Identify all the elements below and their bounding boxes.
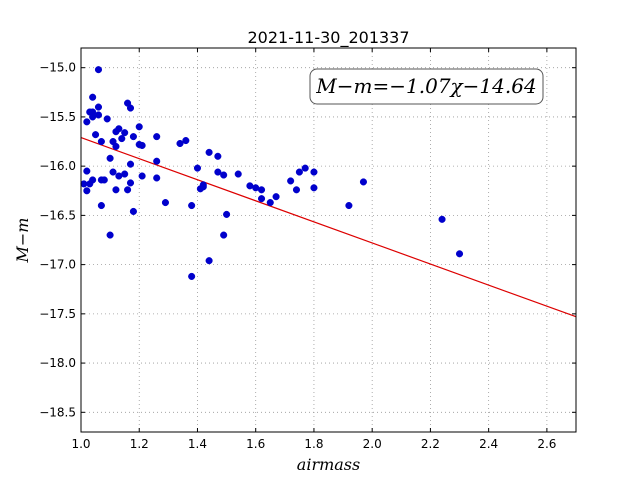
fit-line: [80, 137, 577, 318]
data-point: [89, 93, 97, 101]
data-point: [126, 160, 135, 168]
data-point: [94, 103, 103, 111]
data-point: [199, 181, 207, 189]
data-point: [214, 168, 222, 176]
data-point: [287, 177, 295, 185]
data-point: [292, 186, 301, 194]
fit-line-layer: [80, 137, 577, 318]
data-point: [214, 152, 222, 160]
x-tick-label: 1.6: [246, 437, 265, 451]
data-point: [106, 231, 114, 239]
data-point: [301, 164, 309, 172]
x-axis-label: airmass: [297, 455, 360, 474]
grid-lines: [80, 48, 576, 432]
data-point: [83, 187, 91, 195]
data-point: [310, 184, 318, 192]
annotation-box: [309, 68, 544, 105]
data-point: [89, 176, 97, 184]
y-axis-label: M−m: [13, 218, 32, 264]
data-point: [94, 66, 103, 74]
axis-ticks: [80, 48, 576, 432]
data-point: [438, 215, 446, 223]
x-tick-label: 1.4: [188, 437, 207, 451]
data-point: [103, 115, 111, 123]
data-point: [83, 167, 91, 175]
data-point: [135, 123, 143, 131]
data-point: [176, 139, 184, 148]
y-tick-label: −17.5: [39, 307, 76, 321]
y-tick-label: −15.5: [39, 110, 76, 124]
y-tick-label: −17.0: [39, 258, 76, 272]
x-tick-label: 2.6: [537, 437, 556, 451]
y-tick-label: −16.5: [39, 208, 76, 222]
x-tick-label: 2.2: [421, 437, 440, 451]
y-tick-label: −18.5: [39, 405, 76, 419]
chart-title: 2021-11-30_201337: [247, 28, 409, 48]
data-point: [455, 250, 464, 258]
data-point: [188, 201, 196, 210]
data-point: [121, 170, 129, 178]
data-point: [182, 137, 190, 145]
data-point: [161, 199, 169, 207]
data-point: [223, 210, 231, 218]
data-point: [97, 201, 105, 210]
y-tick-label: −16.0: [39, 159, 76, 173]
data-point: [153, 157, 161, 165]
data-point: [257, 186, 266, 194]
data-point: [295, 168, 303, 176]
data-point: [220, 231, 228, 239]
data-point: [126, 104, 135, 112]
data-point: [193, 164, 202, 172]
data-point: [106, 154, 114, 162]
data-point: [115, 125, 123, 133]
y-tick-label: −15.0: [39, 61, 76, 75]
data-point: [89, 108, 97, 116]
data-point: [205, 148, 213, 156]
fit-equation-text: M−m=−1.07χ−14.64: [315, 74, 536, 98]
data-point: [112, 142, 120, 151]
x-tick-label: 2.4: [479, 437, 498, 451]
data-point: [153, 174, 161, 182]
plot-area: [81, 48, 576, 432]
data-point: [109, 168, 117, 176]
data-point: [345, 201, 353, 210]
data-point: [138, 172, 146, 180]
data-point: [138, 141, 146, 150]
data-point: [83, 118, 91, 126]
data-point: [121, 129, 129, 137]
data-point: [205, 257, 213, 265]
y-tick-label: −18.0: [39, 356, 76, 370]
data-point: [97, 137, 105, 146]
data-point: [124, 186, 132, 194]
data-point: [310, 168, 318, 176]
data-point: [266, 199, 274, 207]
data-point: [92, 131, 100, 139]
plot-frame: [80, 47, 577, 433]
data-point: [220, 171, 228, 179]
data-point: [272, 193, 280, 201]
data-points-layer: [80, 66, 464, 280]
x-tick-label: 2.0: [363, 437, 382, 451]
data-point: [257, 195, 266, 203]
data-point: [94, 111, 103, 119]
data-point: [126, 179, 135, 187]
fit-annotation: M−m=−1.07χ−14.64: [309, 68, 544, 105]
y-tick-labels: −15.0 −15.5 −16.0 −16.5 −17.0 −17.5 −18.0 −18.5: [39, 61, 76, 420]
x-tick-label: 1.8: [304, 437, 323, 451]
data-point: [129, 133, 137, 141]
data-point: [100, 176, 108, 184]
data-point: [129, 207, 137, 215]
data-point: [153, 133, 161, 141]
data-point: [118, 135, 126, 143]
data-point: [359, 178, 367, 186]
data-point: [188, 272, 196, 280]
x-tick-label: 1.2: [130, 437, 149, 451]
data-point: [112, 186, 120, 194]
x-tick-label: 1.0: [71, 437, 90, 451]
data-point: [234, 170, 242, 178]
x-tick-labels: 1.0 1.2 1.4 1.6 1.8 2.0 2.2 2.4 2.6: [71, 437, 556, 451]
